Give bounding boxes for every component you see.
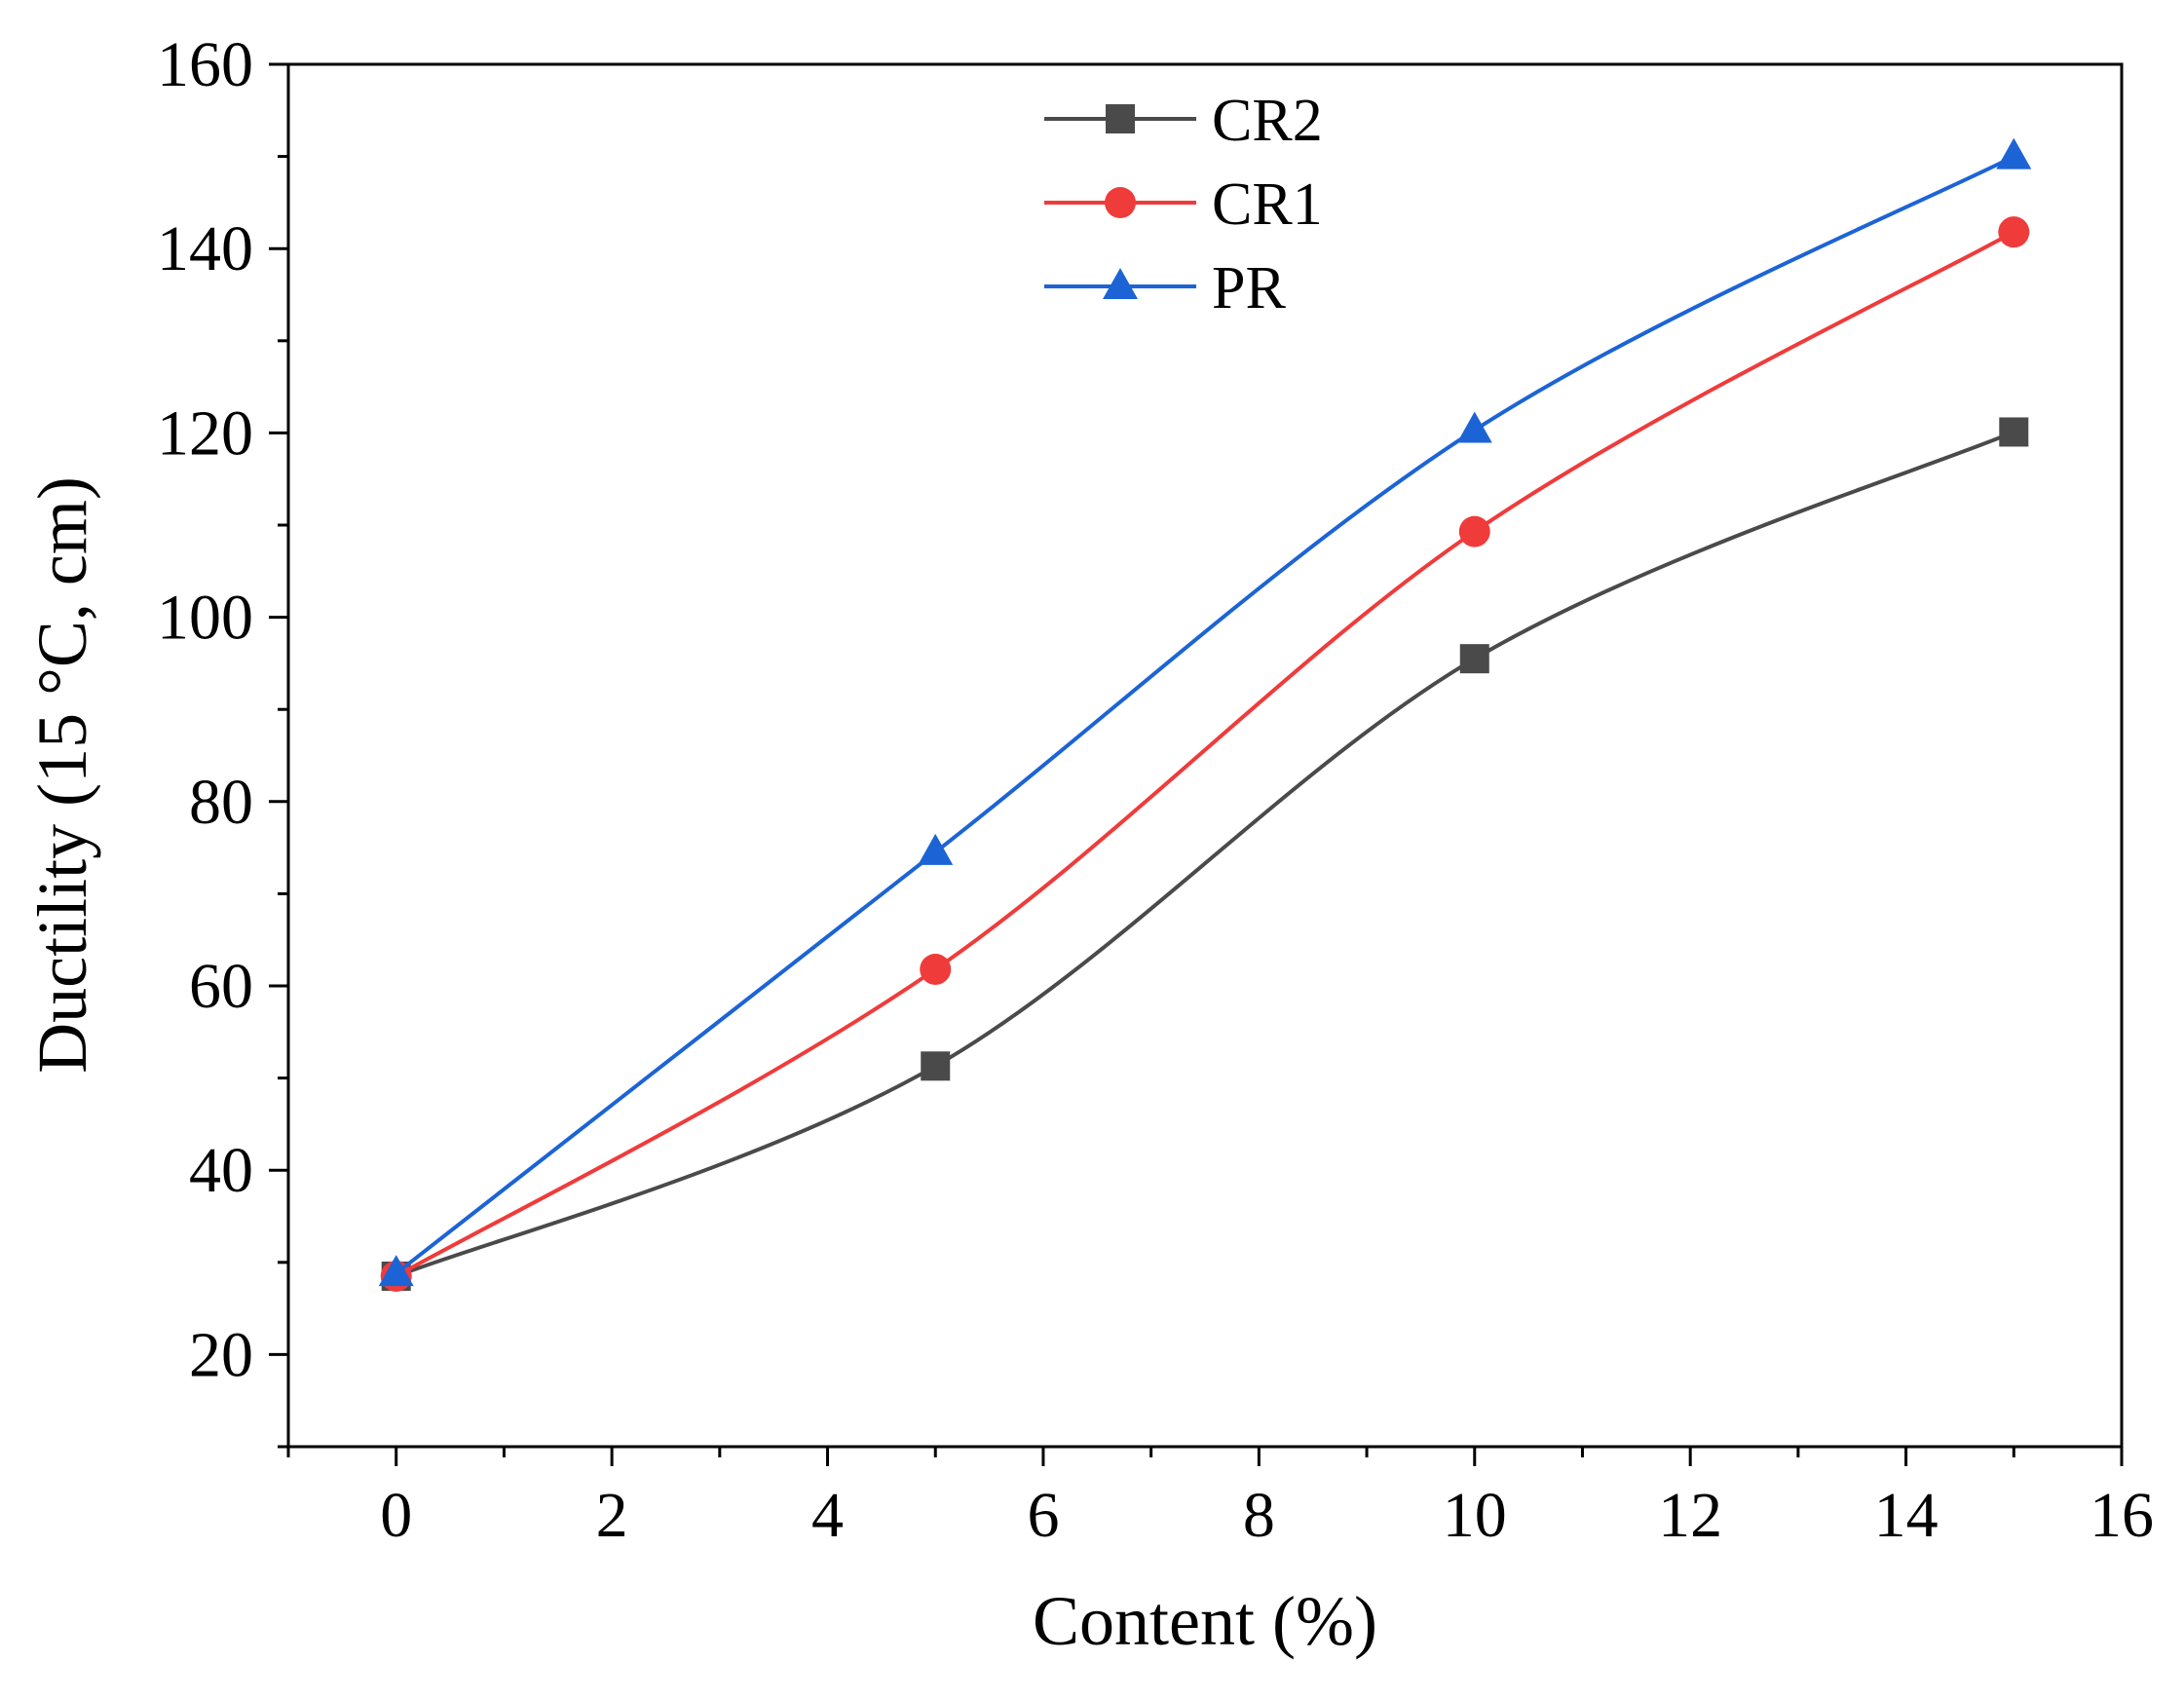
y-tick-label: 100 [157, 583, 253, 654]
x-tick-label: 6 [1027, 1480, 1059, 1551]
x-tick-label: 14 [1874, 1480, 1939, 1551]
data-point-pr [1456, 411, 1492, 443]
x-tick-label: 2 [596, 1480, 628, 1551]
y-tick-label: 140 [157, 213, 253, 284]
legend-label-pr: PR [1212, 255, 1286, 321]
series-line-pr [395, 154, 2015, 1275]
legend-label-cr1: CR1 [1212, 171, 1323, 238]
x-axis-title: Content (%) [1033, 1582, 1377, 1660]
x-tick-label: 4 [811, 1480, 844, 1551]
x-tick-label: 16 [2090, 1480, 2154, 1551]
plot-frame [286, 62, 2124, 1449]
y-tick-label: 60 [189, 951, 253, 1022]
y-tick-label: 40 [189, 1135, 253, 1206]
y-tick-label: 20 [189, 1319, 253, 1390]
y-tick-label: 160 [157, 29, 253, 100]
y-tick-label: 120 [157, 397, 253, 469]
axes-layer: 0 2 4 6 8 10 12 14 16 20 40 60 80 100 120 140 160 [157, 29, 2154, 1551]
data-point-pr [1996, 137, 2032, 170]
legend-marker-cr2 [1106, 104, 1135, 133]
y-tick-label: 80 [189, 767, 253, 838]
legend: CR2 CR1 PR [1044, 88, 1323, 321]
series-layer [378, 137, 2032, 1292]
x-tick-label: 12 [1658, 1480, 1722, 1551]
data-point-cr1 [1998, 216, 2030, 248]
data-point-cr2 [1459, 644, 1489, 674]
x-tick-label: 8 [1243, 1480, 1275, 1551]
legend-marker-cr1 [1105, 187, 1136, 218]
x-tick-label: 0 [380, 1480, 412, 1551]
legend-marker-pr [1103, 268, 1138, 299]
data-point-cr1 [1458, 515, 1490, 547]
y-axis-title: Ductility (15 °C, cm) [23, 476, 101, 1074]
x-tick-label: 10 [1443, 1480, 1507, 1551]
legend-label-cr2: CR2 [1212, 88, 1323, 154]
data-point-cr1 [920, 953, 952, 985]
series-line-cr2 [395, 430, 2015, 1278]
data-point-cr2 [1999, 417, 2029, 447]
data-point-cr2 [921, 1051, 951, 1081]
data-point-pr [918, 833, 954, 865]
data-point-pr [378, 1255, 414, 1287]
series-line-cr1 [395, 230, 2015, 1278]
